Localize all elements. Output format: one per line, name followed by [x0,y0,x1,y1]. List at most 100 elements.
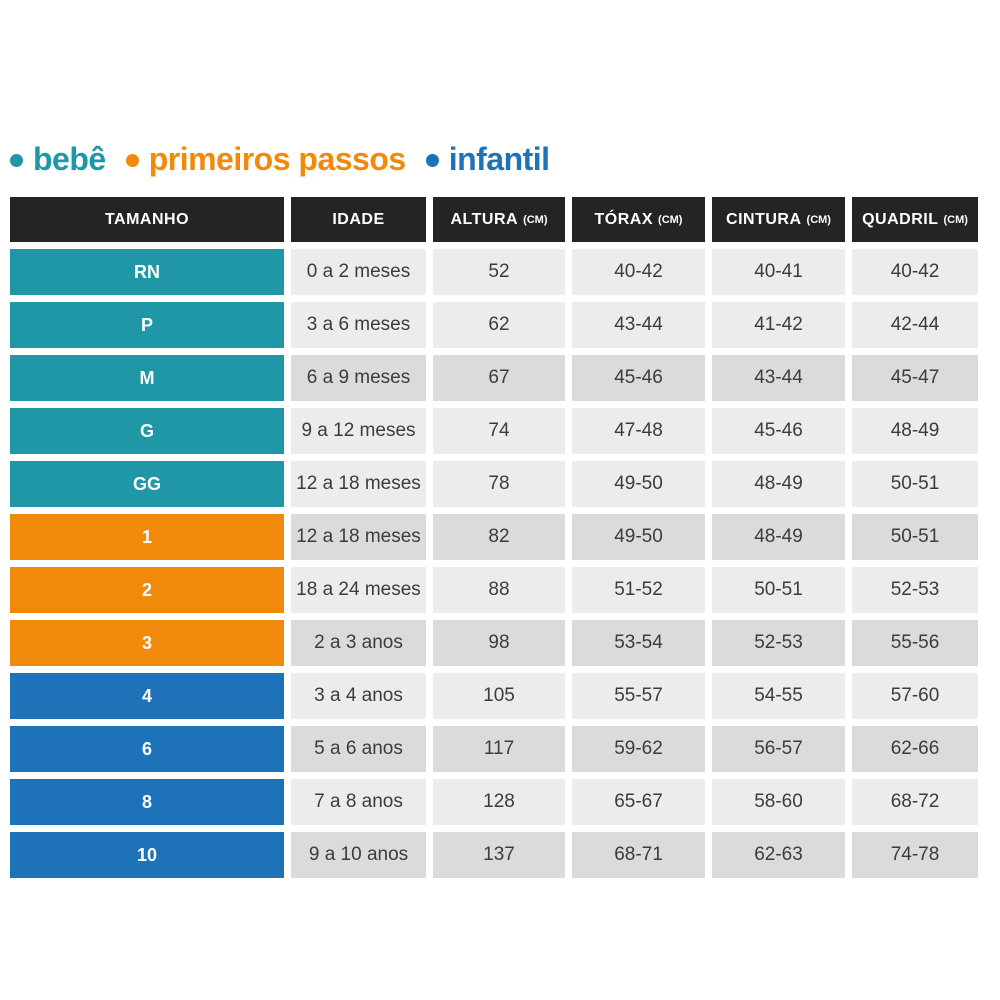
torax-cell: 53-54 [572,620,705,666]
cintura-cell: 58-60 [712,779,845,825]
column-header-idade: IDADE [291,197,426,242]
torax-cell: 68-71 [572,832,705,878]
size-cell-6: 6 [10,726,284,772]
cintura-cell: 54-55 [712,673,845,719]
bullet-icon [125,154,139,167]
cintura-cell: 48-49 [712,514,845,560]
quadril-cell: 62-66 [852,726,978,772]
column-header-altura: ALTURA (CM) [433,197,565,242]
column-header-label: TÓRAX [594,210,654,228]
column-header-label: QUADRIL [862,210,939,228]
column-header-label: ALTURA [450,210,519,228]
legend-item-infantil: infantil [425,141,550,178]
cintura-cell: 43-44 [712,355,845,401]
altura-cell: 105 [433,673,565,719]
quadril-cell: 52-53 [852,567,978,613]
idade-cell: 18 a 24 meses [291,567,426,613]
column-header-unit: (CM) [943,213,968,226]
altura-cell: 117 [433,726,565,772]
idade-cell: 9 a 10 anos [291,832,426,878]
quadril-cell: 40-42 [852,249,978,295]
quadril-cell: 55-56 [852,620,978,666]
torax-cell: 43-44 [572,302,705,348]
size-cell-8: 8 [10,779,284,825]
size-cell-gg: GG [10,461,284,507]
cintura-cell: 52-53 [712,620,845,666]
idade-cell: 0 a 2 meses [291,249,426,295]
idade-cell: 9 a 12 meses [291,408,426,454]
idade-cell: 12 a 18 meses [291,461,426,507]
torax-cell: 40-42 [572,249,705,295]
cintura-cell: 40-41 [712,249,845,295]
size-cell-m: M [10,355,284,401]
column-header-cintura: CINTURA (CM) [712,197,845,242]
column-header-tamanho: TAMANHO [10,197,284,242]
size-table: TAMANHO IDADE ALTURA (CM) TÓRAX (CM) CINTURA (C… [10,197,978,878]
size-cell-1: 1 [10,514,284,560]
torax-cell: 51-52 [572,567,705,613]
quadril-cell: 50-51 [852,461,978,507]
quadril-cell: 68-72 [852,779,978,825]
bullet-icon [425,154,439,167]
size-cell-g: G [10,408,284,454]
column-header-unit: (CM) [806,213,831,226]
altura-cell: 74 [433,408,565,454]
column-header-torax: TÓRAX (CM) [572,197,705,242]
idade-cell: 5 a 6 anos [291,726,426,772]
category-legend: bebê primeiros passos infantil [10,141,550,178]
torax-cell: 49-50 [572,514,705,560]
altura-cell: 137 [433,832,565,878]
altura-cell: 62 [433,302,565,348]
torax-cell: 49-50 [572,461,705,507]
size-cell-rn: RN [10,249,284,295]
cintura-cell: 62-63 [712,832,845,878]
cintura-cell: 41-42 [712,302,845,348]
torax-cell: 47-48 [572,408,705,454]
legend-item-bebe: bebê [10,141,106,178]
quadril-cell: 45-47 [852,355,978,401]
column-header-unit: (CM) [658,213,683,226]
idade-cell: 7 a 8 anos [291,779,426,825]
legend-label-primeiros-passos: primeiros passos [148,141,407,177]
altura-cell: 128 [433,779,565,825]
cintura-cell: 48-49 [712,461,845,507]
torax-cell: 55-57 [572,673,705,719]
idade-cell: 12 a 18 meses [291,514,426,560]
altura-cell: 82 [433,514,565,560]
column-header-label: IDADE [332,210,385,228]
legend-label-bebe: bebê [33,141,106,177]
cintura-cell: 50-51 [712,567,845,613]
quadril-cell: 42-44 [852,302,978,348]
altura-cell: 52 [433,249,565,295]
altura-cell: 67 [433,355,565,401]
column-header-unit: (CM) [523,213,548,226]
size-cell-10: 10 [10,832,284,878]
idade-cell: 3 a 4 anos [291,673,426,719]
size-cell-3: 3 [10,620,284,666]
quadril-cell: 74-78 [852,832,978,878]
size-cell-p: P [10,302,284,348]
torax-cell: 45-46 [572,355,705,401]
cintura-cell: 45-46 [712,408,845,454]
column-header-quadril: QUADRIL (CM) [852,197,978,242]
quadril-cell: 57-60 [852,673,978,719]
altura-cell: 98 [433,620,565,666]
idade-cell: 3 a 6 meses [291,302,426,348]
altura-cell: 78 [433,461,565,507]
idade-cell: 6 a 9 meses [291,355,426,401]
size-cell-4: 4 [10,673,284,719]
torax-cell: 65-67 [572,779,705,825]
quadril-cell: 48-49 [852,408,978,454]
torax-cell: 59-62 [572,726,705,772]
quadril-cell: 50-51 [852,514,978,560]
legend-label-infantil: infantil [448,141,550,177]
column-header-label: CINTURA [726,210,802,228]
idade-cell: 2 a 3 anos [291,620,426,666]
cintura-cell: 56-57 [712,726,845,772]
size-cell-2: 2 [10,567,284,613]
column-header-label: TAMANHO [104,210,190,228]
bullet-icon [10,154,23,167]
altura-cell: 88 [433,567,565,613]
legend-item-primeiros-passos: primeiros passos [125,141,407,178]
